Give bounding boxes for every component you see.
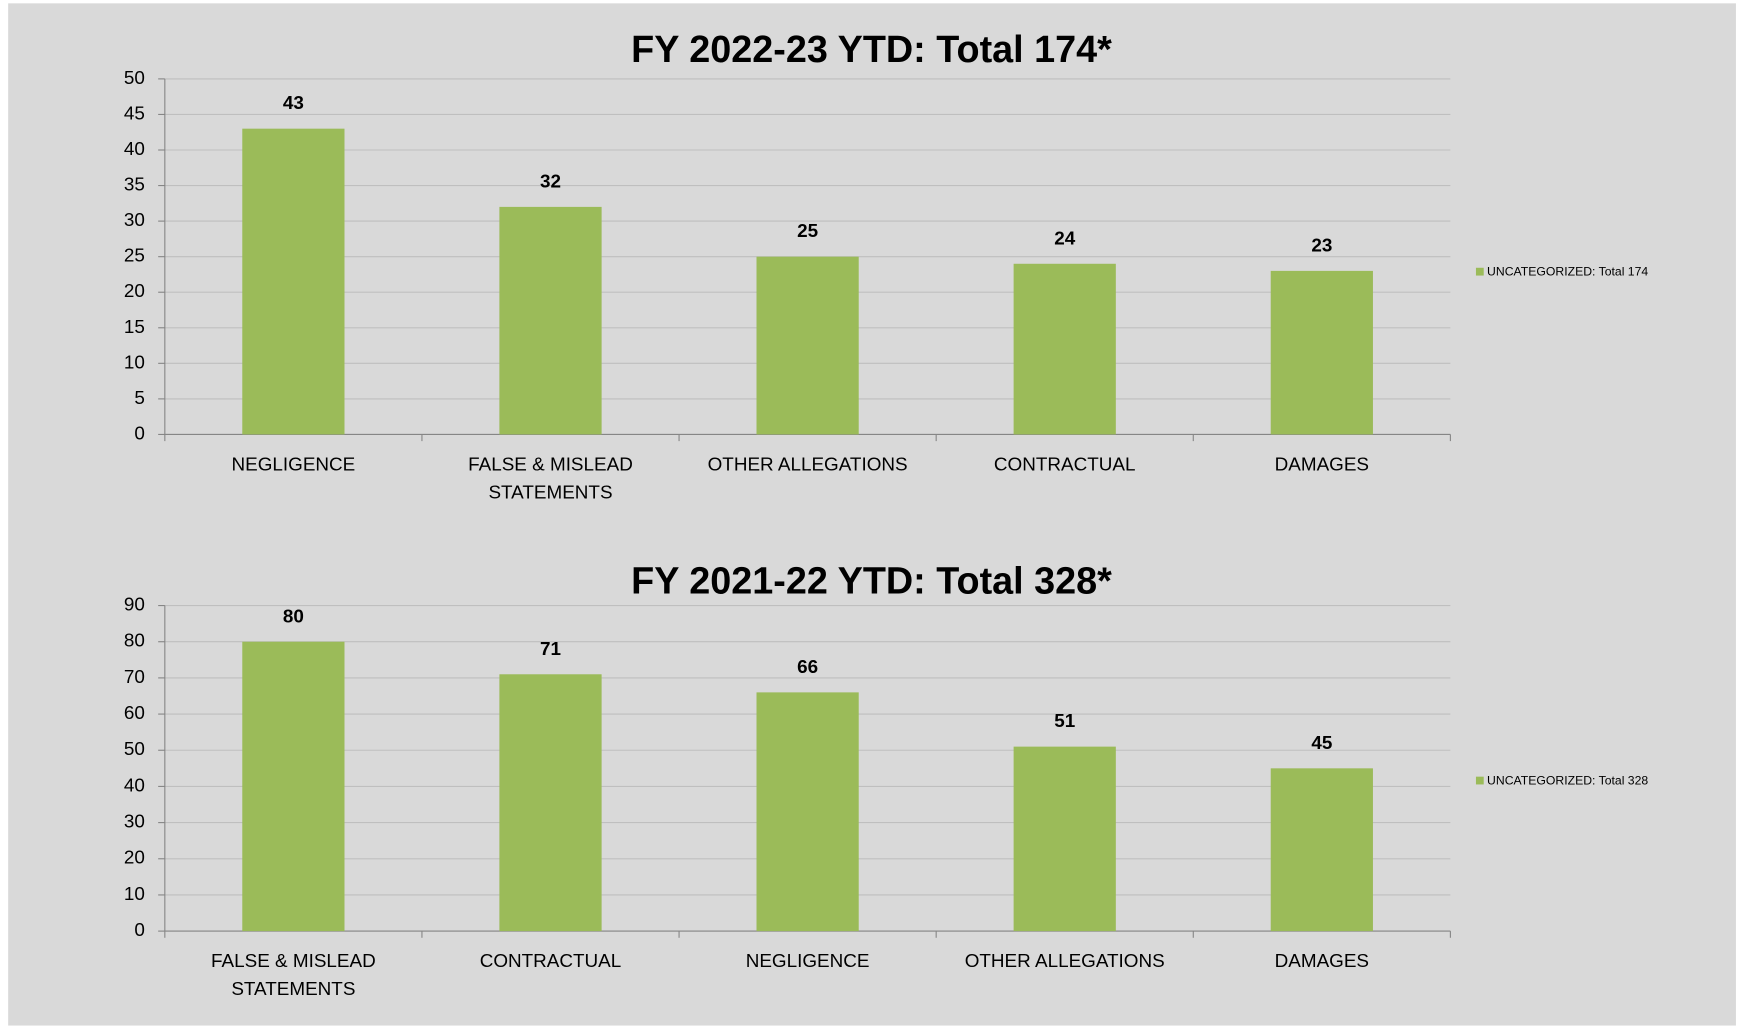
x-tick-label: FALSE & MISLEAD STATEMENTS — [211, 951, 376, 1000]
data-label: 51 — [1054, 711, 1075, 732]
bar — [1013, 746, 1116, 932]
x-tick-label: CONTRACTUAL — [994, 455, 1136, 476]
y-tick-label: 90 — [124, 595, 145, 616]
x-tick-label: DAMAGES — [1275, 455, 1369, 476]
y-tick-label: 50 — [124, 739, 145, 760]
chart-title: FY 2022-23 YTD: Total 174* — [631, 29, 1112, 71]
y-tick-label: 10 — [124, 352, 145, 373]
legend-label: UNCATEGORIZED: Total 328 — [1487, 773, 1648, 787]
y-tick-label: 20 — [124, 281, 145, 302]
y-tick-label: 50 — [124, 68, 145, 89]
y-tick-label: 0 — [134, 920, 145, 941]
data-label: 23 — [1311, 235, 1332, 256]
y-tick-label: 40 — [124, 775, 145, 796]
y-tick-label: 80 — [124, 631, 145, 652]
y-tick-label: 45 — [124, 103, 145, 124]
bar — [499, 206, 602, 435]
x-tick-label: OTHER ALLEGATIONS — [965, 951, 1165, 972]
y-tick-label: 40 — [124, 139, 145, 160]
x-tick-label: NEGLIGENCE — [231, 455, 355, 476]
data-label: 32 — [540, 171, 561, 192]
x-tick-label: FALSE & MISLEAD STATEMENTS — [468, 455, 633, 504]
y-tick-label: 35 — [124, 175, 145, 196]
data-label: 71 — [540, 639, 561, 660]
data-label: 43 — [283, 93, 304, 114]
data-label: 25 — [797, 221, 818, 242]
legend-swatch — [1475, 267, 1484, 276]
bar — [242, 128, 345, 435]
y-tick-label: 70 — [124, 667, 145, 688]
x-tick-label: DAMAGES — [1275, 951, 1369, 972]
chart-title: FY 2021-22 YTD: Total 328* — [631, 560, 1112, 602]
x-tick-label: NEGLIGENCE — [746, 951, 870, 972]
y-tick-label: 0 — [134, 423, 145, 444]
bar — [499, 674, 602, 932]
legend-label: UNCATEGORIZED: Total 174 — [1487, 264, 1648, 278]
y-tick-label: 30 — [124, 812, 145, 833]
bar — [1013, 263, 1116, 435]
y-tick-label: 5 — [134, 388, 145, 409]
data-label: 80 — [283, 606, 304, 627]
y-tick-label: 30 — [124, 210, 145, 231]
y-tick-label: 15 — [124, 317, 145, 338]
y-tick-label: 60 — [124, 703, 145, 724]
legend-swatch — [1475, 776, 1484, 785]
x-tick-label: OTHER ALLEGATIONS — [708, 455, 908, 476]
data-label: 66 — [797, 657, 818, 678]
y-tick-label: 20 — [124, 848, 145, 869]
data-label: 45 — [1311, 733, 1332, 754]
y-tick-label: 25 — [124, 246, 145, 267]
bar — [1270, 270, 1373, 435]
x-tick-label: CONTRACTUAL — [480, 951, 622, 972]
bar — [242, 641, 345, 932]
bar — [756, 256, 859, 435]
data-label: 24 — [1054, 228, 1075, 249]
bar — [756, 692, 859, 932]
y-tick-label: 10 — [124, 884, 145, 905]
bar — [1270, 768, 1373, 932]
